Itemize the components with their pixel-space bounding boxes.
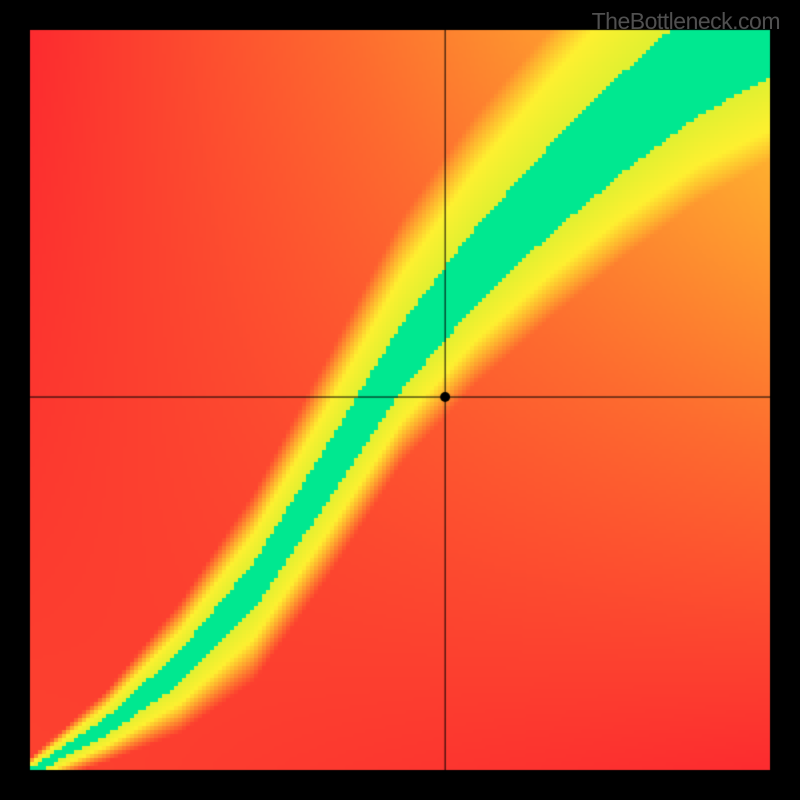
bottleneck-heatmap-canvas: [0, 0, 800, 800]
chart-container: TheBottleneck.com: [0, 0, 800, 800]
watermark-text: TheBottleneck.com: [592, 8, 780, 35]
